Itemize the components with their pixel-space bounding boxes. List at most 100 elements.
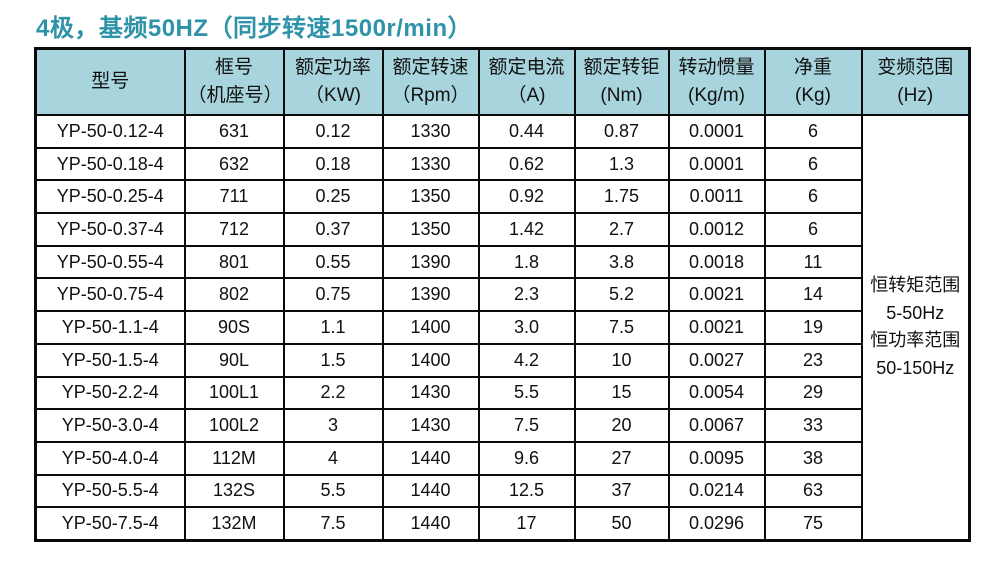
column-header-line2: （Rpm） (391, 85, 470, 106)
table-cell: 63 (763, 473, 863, 509)
table-cell: 7.5 (477, 408, 576, 443)
column-header-1: 型号 (34, 47, 186, 116)
table-cell: 0.0054 (667, 375, 766, 411)
column-header-line2: （A) (507, 85, 546, 106)
column-header-6: 额定转钜 (Nm) (573, 47, 670, 116)
table-cell: YP-50-4.0-4 (34, 440, 186, 476)
table-body: YP-50-0.12-4 631 0.12 1330 0.44 0.87 0.0001 6 恒转… (34, 113, 971, 542)
column-header-line1: 转动惯量 (678, 56, 755, 78)
table-cell: 4 (282, 440, 384, 476)
table-cell: 2.3 (477, 277, 576, 313)
column-header-line1: 额定功率 (294, 56, 371, 78)
table-cell: 0.62 (477, 146, 576, 182)
table-cell: 632 (183, 146, 285, 182)
table-cell: 1.8 (477, 244, 576, 280)
table-cell: 3 (282, 408, 384, 443)
frequency-range-line: 恒转矩范围 (870, 274, 961, 295)
table-cell: 23 (763, 342, 863, 378)
table-cell: YP-50-5.5-4 (34, 473, 186, 509)
table-cell: YP-50-0.18-4 (34, 146, 186, 182)
column-header-9: 变频范围 (Hz) (860, 47, 971, 116)
table-cell: 15 (573, 375, 670, 411)
table-cell: 90L (183, 342, 285, 378)
table-row: YP-50-0.18-4 632 0.18 1330 0.62 1.3 0.0001 6 (34, 146, 970, 182)
column-header-line1: 额定电流 (488, 56, 565, 78)
table-row: YP-50-3.0-4 100L2 3 1430 7.5 20 0.0067 33 (34, 408, 970, 443)
table-cell: 1.3 (573, 146, 670, 182)
table-cell: YP-50-1.5-4 (34, 342, 186, 378)
table-cell: 2.2 (282, 375, 384, 411)
column-header-line2: (Kg/m) (688, 85, 745, 106)
table-cell: 50 (573, 506, 670, 542)
table-cell: 7.5 (282, 506, 384, 542)
table-row: YP-50-0.25-4 711 0.25 1350 0.92 1.75 0.0011 6 (34, 179, 970, 215)
table-cell: 14 (763, 277, 863, 313)
column-header-8: 净重 (Kg) (763, 47, 863, 116)
column-header-7: 转动惯量 (Kg/m) (667, 47, 766, 116)
table-cell: 5.2 (573, 277, 670, 313)
table-cell: YP-50-0.12-4 (34, 114, 186, 149)
table-cell: 0.25 (282, 179, 384, 215)
table-row: YP-50-0.37-4 712 0.37 1350 1.42 2.7 0.0012 6 (34, 212, 970, 247)
table-cell: 0.87 (573, 114, 670, 149)
table-row: YP-50-4.0-4 112M 4 1440 9.6 27 0.0095 38 (34, 440, 970, 476)
table-cell: 802 (183, 277, 285, 313)
table-row: YP-50-2.2-4 100L1 2.2 1430 5.5 15 0.0054 29 (34, 375, 970, 411)
table-cell: 0.92 (477, 179, 576, 215)
table-row: YP-50-0.12-4 631 0.12 1330 0.44 0.87 0.0001 6 恒转… (34, 113, 971, 542)
frequency-range-cell: 恒转矩范围 5-50Hz 恒功率范围 50-150Hz (860, 113, 971, 542)
table-cell: 1330 (381, 146, 480, 182)
column-header-line1: 变频范围 (877, 56, 954, 78)
table-cell: 1.1 (282, 310, 384, 345)
table-header: 型号 框号 （机座号） 额定功率 （KW) 额定转速 （Rpm） 额定电流 （A) 额定转钜 (Nm… (34, 47, 971, 116)
column-header-line2: （机座号） (187, 85, 283, 106)
table-cell: 3.8 (573, 244, 670, 280)
frequency-range-line: 5-50Hz (886, 302, 945, 323)
table-cell: 19 (763, 310, 863, 345)
table-cell: 0.0001 (667, 146, 766, 182)
table-cell: 1.75 (573, 179, 670, 215)
column-header-4: 额定转速 （Rpm） (381, 47, 480, 116)
table-cell: 1440 (381, 506, 480, 542)
table-cell: 29 (763, 375, 863, 411)
page-title: 4极，基频50HZ（同步转速1500r/min） (36, 15, 473, 42)
motor-spec-table: 型号 框号 （机座号） 额定功率 （KW) 额定转速 （Rpm） 额定电流 （A) 额定转钜 (Nm… (34, 47, 971, 542)
table-cell: 0.0296 (667, 506, 766, 542)
frequency-range-line: 50-150Hz (876, 358, 955, 379)
table-cell: 1430 (381, 375, 480, 411)
column-header-line1: 额定转速 (392, 56, 469, 78)
table-cell: 4.2 (477, 342, 576, 378)
table-cell: 0.18 (282, 146, 384, 182)
table-cell: 6 (763, 212, 863, 247)
column-header-2: 框号 （机座号） (183, 47, 285, 116)
table-cell: 6 (763, 114, 863, 149)
table-cell: 100L2 (183, 408, 285, 443)
frequency-range-line: 恒功率范围 (870, 330, 961, 351)
table-cell: 33 (763, 408, 863, 443)
table-cell: 11 (763, 244, 863, 280)
table-cell: 1330 (381, 114, 480, 149)
table-cell: 75 (763, 506, 863, 542)
table-cell: YP-50-0.55-4 (34, 244, 186, 280)
table-cell: 1430 (381, 408, 480, 443)
table-cell: 5.5 (282, 473, 384, 509)
table-cell: 1.5 (282, 342, 384, 378)
table-cell: 7.5 (573, 310, 670, 345)
table-cell: 6 (763, 146, 863, 182)
table-cell: 0.0012 (667, 212, 766, 247)
table-row: YP-50-0.75-4 802 0.75 1390 2.3 5.2 0.0021 14 (34, 277, 970, 313)
table-cell: 2.7 (573, 212, 670, 247)
table-cell: 38 (763, 440, 863, 476)
table-cell: YP-50-0.37-4 (34, 212, 186, 247)
table-cell: 6 (763, 179, 863, 215)
table-cell: 0.0067 (667, 408, 766, 443)
table-cell: 37 (573, 473, 670, 509)
table-cell: 1390 (381, 277, 480, 313)
table-cell: 0.0021 (667, 277, 766, 313)
table-cell: 631 (183, 114, 285, 149)
table-cell: 0.0214 (667, 473, 766, 509)
table-cell: 1440 (381, 473, 480, 509)
table-row: YP-50-1.1-4 90S 1.1 1400 3.0 7.5 0.0021 19 (34, 310, 970, 345)
table-cell: 1440 (381, 440, 480, 476)
